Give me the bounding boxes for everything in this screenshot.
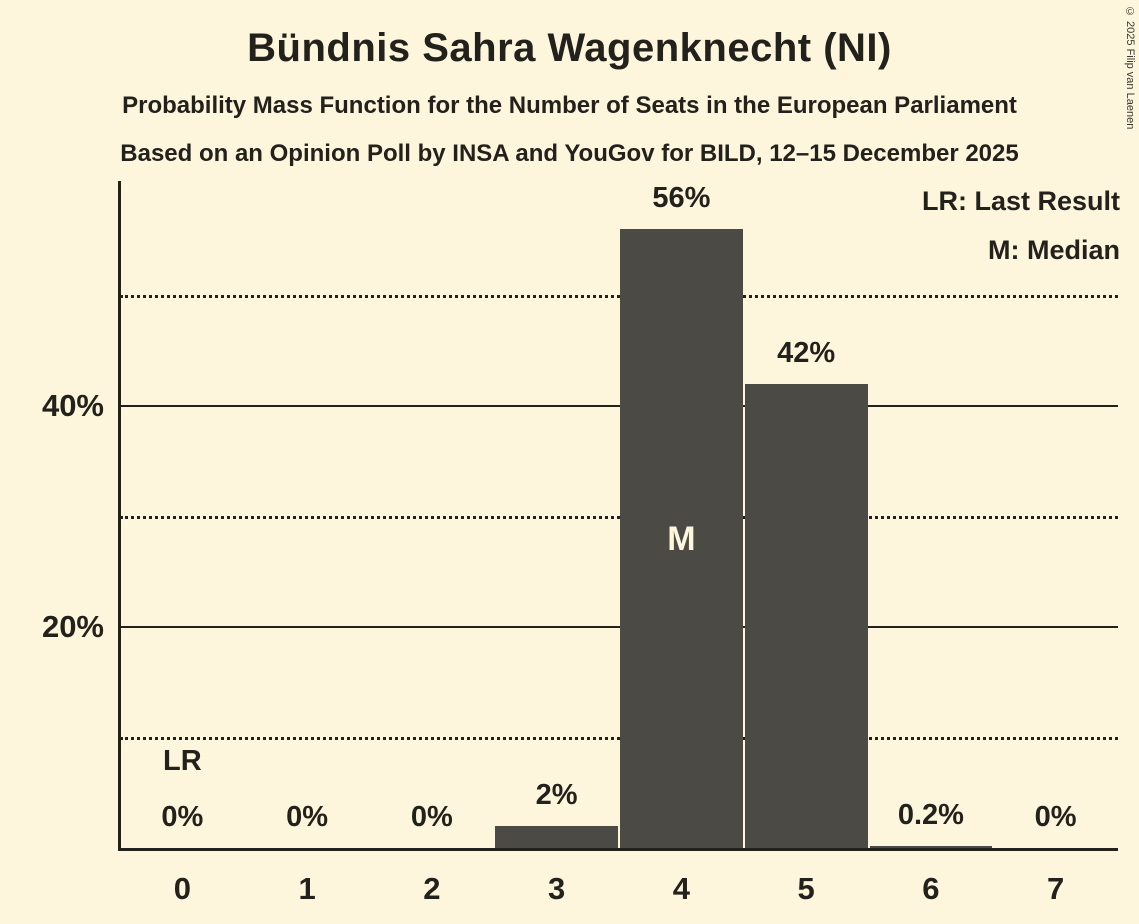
y-axis-line [118, 181, 121, 851]
x-axis-tick-label: 2 [423, 871, 441, 906]
legend-median: M: Median [988, 235, 1120, 265]
x-axis-tick-label: 7 [1047, 871, 1065, 906]
bar-value-label: 2% [535, 779, 578, 811]
bar-value-label: 0% [161, 801, 204, 833]
x-axis-line [118, 848, 1118, 851]
x-axis-tick-label: 1 [298, 871, 316, 906]
last-result-marker: LR [163, 745, 202, 777]
x-axis-tick-label: 5 [797, 871, 815, 906]
chart-subtitle-poll: Probability Mass Function for the Number… [122, 92, 1017, 119]
chart-subtitle-source: Based on an Opinion Poll by INSA and You… [120, 140, 1019, 167]
gridline-dotted [120, 294, 1118, 298]
legend: LR: Last Result M: Median [922, 186, 1120, 284]
bar-value-label: 0% [286, 801, 329, 833]
bar-value-label: 56% [652, 182, 711, 214]
x-axis-tick-label: 0 [173, 871, 191, 906]
gridline-solid [120, 626, 1118, 628]
bar-value-label: 0.2% [897, 799, 964, 831]
chart-title: Bündnis Sahra Wagenknecht (NI) [247, 26, 892, 70]
copyright-text: © 2025 Filip van Laenen [1124, 6, 1136, 130]
gridline-dotted [120, 515, 1118, 519]
x-axis-tick-label: 6 [922, 871, 940, 906]
y-axis-tick-label: 40% [41, 388, 104, 423]
gridline-dotted [120, 736, 1118, 740]
bar-value-label: 42% [777, 337, 836, 369]
x-axis-tick-label: 4 [672, 871, 690, 906]
bar [744, 384, 868, 848]
bar [620, 229, 743, 848]
bar [869, 846, 993, 848]
y-axis-tick-label: 20% [41, 609, 104, 644]
bar [495, 826, 618, 848]
bar-value-label: 0% [410, 801, 453, 833]
median-marker: M [667, 519, 696, 558]
legend-last-result: LR: Last Result [921, 186, 1120, 216]
bar-value-label: 0% [1034, 801, 1077, 833]
gridline-solid [120, 405, 1118, 407]
x-axis-tick-label: 3 [548, 871, 566, 906]
